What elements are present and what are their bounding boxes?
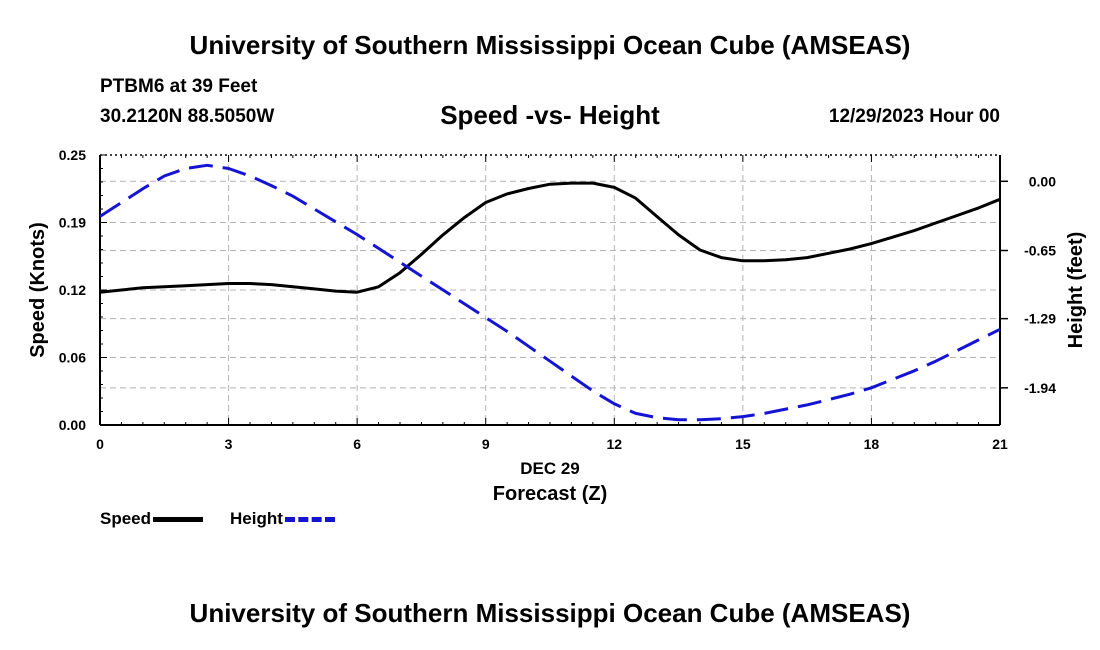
y-axis-label-right: Height (feet) — [1065, 232, 1087, 349]
y-tick-label-right: 0.00 — [1029, 173, 1056, 189]
y-tick-label-left: 0.25 — [59, 147, 86, 163]
legend-height-swatch — [284, 516, 335, 522]
y-axis-label-left: Speed (Knots) — [27, 222, 49, 358]
forecast-datestamp: 12/29/2023 Hour 00 — [828, 106, 1000, 127]
axes-layer — [99, 154, 1008, 426]
y-tick-label-left: 0.12 — [59, 282, 86, 298]
grid-layer — [100, 155, 1000, 425]
x-tick-label: 12 — [606, 436, 622, 452]
x-tick-label: 9 — [482, 436, 490, 452]
y-tick-label-right: -1.94 — [1024, 380, 1056, 396]
coordinates-label: 30.2120N 88.5050W — [100, 106, 275, 127]
series-line-speed — [99, 181, 1001, 294]
chart-main-title: University of Southern Mississippi Ocean… — [189, 30, 911, 60]
labels-layer: 0 3 6 9 12 15 18 21 0.00 0.06 0.12 0.19 0.25 0.00 -0.6… — [27, 147, 1087, 505]
y-tick-label-left: 0.00 — [59, 417, 86, 433]
chart-subtitle: Speed -vs- Height — [440, 100, 660, 130]
x-tick-label: 6 — [353, 436, 361, 452]
legend-height: Height — [230, 509, 335, 529]
y-tick-label-right: -1.29 — [1024, 311, 1056, 327]
legend-speed-label: Speed — [100, 509, 152, 528]
x-axis-sublabel: DEC 29 — [520, 459, 580, 478]
series-layer — [99, 163, 1001, 422]
series-line-height — [99, 163, 1001, 422]
y-tick-label-left: 0.06 — [59, 350, 86, 366]
y-tick-label-left: 0.19 — [59, 215, 86, 231]
legend-height-label: Height — [230, 509, 283, 528]
x-tick-label: 18 — [864, 436, 880, 452]
footer-title: University of Southern Mississippi Ocean… — [189, 598, 911, 628]
x-axis-label: Forecast (Z) — [493, 483, 607, 505]
legend-speed-swatch — [153, 516, 204, 522]
legend-speed: Speed — [100, 509, 204, 529]
x-tick-label: 3 — [225, 436, 233, 452]
y-tick-label-right: -0.65 — [1024, 243, 1056, 259]
x-tick-label: 15 — [735, 436, 751, 452]
station-label: PTBM6 at 39 Feet — [100, 76, 258, 97]
x-tick-label: 0 — [96, 436, 104, 452]
x-tick-label: 21 — [992, 436, 1008, 452]
